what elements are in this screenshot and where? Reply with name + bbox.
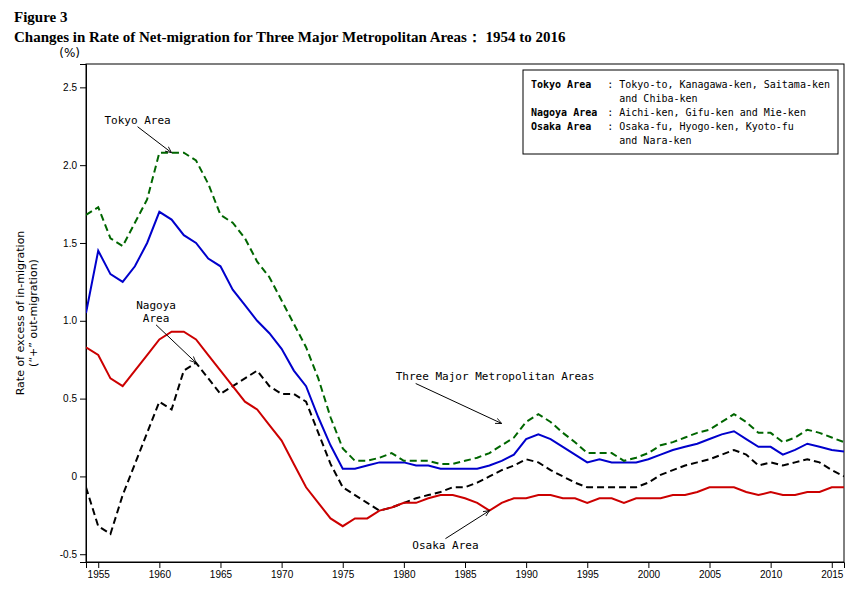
y-tick-mark (80, 321, 86, 322)
y-tick-label: 2.5 (63, 82, 77, 93)
y-tick: 1.5 (63, 238, 86, 249)
x-tick-label: 1995 (577, 569, 600, 580)
x-tick: 1965 (210, 562, 233, 580)
annotation: Tokyo Area (104, 114, 170, 127)
series-line (86, 363, 844, 534)
x-tick: 1985 (454, 562, 477, 580)
x-axis: 1955 1960 1965 1970 1975 1980 1985 1990 1995 2000… (87, 562, 845, 580)
text-box-heading: Tokyo Area (531, 79, 591, 90)
text-box-line: and Chiba-ken (607, 93, 697, 104)
x-tick-mark (771, 562, 772, 568)
y-axis: -0.5 0 0.5 1.0 1.5 2.0 2.5 (60, 65, 87, 563)
x-tick-mark (832, 562, 833, 568)
y-tick-mark (80, 554, 86, 555)
y-tick-mark (80, 476, 86, 477)
x-tick: 2015 (821, 562, 844, 580)
y-tick: 1.0 (63, 315, 86, 326)
y-tick: 2.0 (63, 160, 86, 171)
y-tick-mark (80, 243, 86, 244)
annotation: NagoyaArea (136, 299, 176, 325)
x-tick: 1955 (88, 562, 111, 580)
text-box-heading: Nagoya Area (531, 107, 597, 118)
text-box-frame (523, 70, 838, 154)
x-tick: 2010 (760, 562, 783, 580)
y-unit-label: (%) (59, 46, 80, 60)
x-tick-label: 1965 (210, 569, 233, 580)
x-tick-label: 1985 (454, 569, 477, 580)
text-box-line: : Osaka-fu, Hyogo-ken, Kyoto-fu (607, 121, 794, 132)
plot-frame (86, 64, 844, 562)
x-tick: 2000 (638, 562, 661, 580)
y-tick-label: 0.5 (63, 393, 77, 404)
annotation: Osaka Area (412, 539, 478, 552)
x-tick-mark (343, 562, 344, 568)
x-tick-mark (282, 562, 283, 568)
x-tick-label: 2000 (638, 569, 661, 580)
y-tick: 0.5 (63, 393, 86, 404)
x-tick-label: 1980 (393, 569, 416, 580)
x-tick-mark (587, 562, 588, 568)
annotation: Three Major Metropolitan Areas (396, 370, 595, 383)
x-tick-label: 1990 (516, 569, 539, 580)
y-tick-label: 1.0 (63, 315, 77, 326)
x-tick-mark (710, 562, 711, 568)
text-box-line: : Aichi-ken, Gifu-ken and Mie-ken (607, 107, 806, 118)
x-tick: 1960 (149, 562, 172, 580)
series-line (86, 212, 844, 469)
x-tick: 1990 (516, 562, 539, 580)
x-axis-line (87, 563, 845, 569)
annotation-arrow (156, 325, 196, 363)
y-tick-label: 1.5 (63, 238, 77, 249)
y-tick-mark (80, 87, 86, 88)
x-tick-label: 1970 (271, 569, 294, 580)
x-tick: 1995 (577, 562, 600, 580)
x-tick: 2005 (699, 562, 722, 580)
x-tick-mark (98, 562, 99, 568)
y-tick: 2.5 (63, 82, 86, 93)
annotation-arrow (138, 127, 172, 153)
y-tick-label: -0.5 (60, 549, 78, 560)
x-tick: 1980 (393, 562, 416, 580)
text-box: Tokyo Area : Tokyo-to, Kanagawa-ken, Sait… (523, 70, 838, 154)
lines (86, 153, 844, 534)
y-tick-mark (80, 165, 86, 166)
x-tick-label: 1960 (149, 569, 172, 580)
text-box-heading: Osaka Area (531, 121, 591, 132)
y-axis-label: Rate of excess of in-migration(“+” out-m… (14, 231, 40, 396)
title: Figure 3 (14, 9, 67, 25)
y-tick-label: 2.0 (63, 160, 77, 171)
chart-svg: Figure 3 Changes in Rate of Net‐migration… (0, 0, 864, 598)
x-tick-mark (159, 562, 160, 568)
series-line (86, 153, 844, 464)
y-axis-line (80, 65, 87, 563)
x-tick-mark (465, 562, 466, 568)
plot-area: 1955 1960 1965 1970 1975 1980 1985 1990 1995 2000… (14, 46, 845, 580)
text-box-line: and Nara-ken (607, 135, 691, 146)
subtitle: Changes in Rate of Net‐migration for Thr… (14, 29, 566, 45)
y-tick: 0 (71, 471, 86, 482)
x-tick: 1970 (271, 562, 294, 580)
x-tick-mark (526, 562, 527, 568)
x-tick-mark (220, 562, 221, 568)
annotation-arrow (416, 383, 502, 423)
x-tick: 1975 (332, 562, 355, 580)
x-tick-label: 1955 (88, 569, 111, 580)
x-tick-mark (404, 562, 405, 568)
text-box-line: : Tokyo-to, Kanagawa-ken, Saitama-ken (607, 79, 830, 90)
x-tick-mark (648, 562, 649, 568)
x-tick-label: 2015 (821, 569, 844, 580)
y-tick-label: 0 (71, 471, 77, 482)
x-tick-label: 1975 (332, 569, 355, 580)
annotation-arrow (445, 511, 489, 539)
x-tick-label: 2005 (699, 569, 722, 580)
x-tick-label: 2010 (760, 569, 783, 580)
y-tick: -0.5 (60, 549, 86, 560)
annotations: Tokyo Area NagoyaArea Osaka Area Three Majo… (104, 114, 594, 552)
y-tick-mark (80, 399, 86, 400)
series-line (86, 332, 844, 527)
